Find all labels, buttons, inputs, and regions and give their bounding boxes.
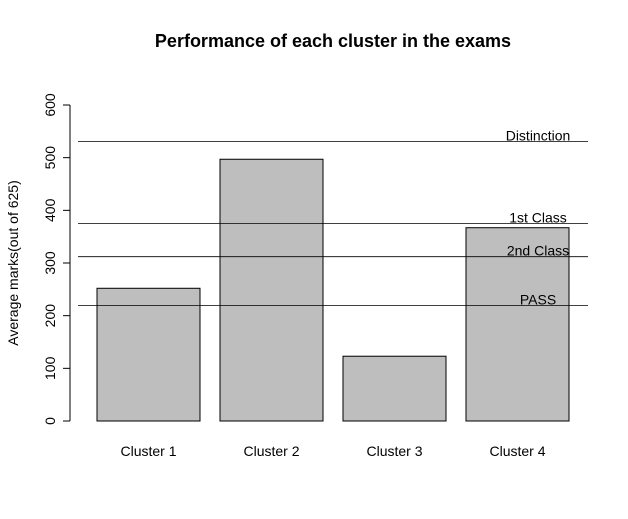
y-tick-label: 100: [42, 356, 58, 380]
reference-line-label: 2nd Class: [507, 243, 569, 259]
reference-line-label: 1st Class: [509, 210, 567, 226]
y-tick-label: 0: [42, 417, 58, 425]
x-tick-label: Cluster 2: [243, 443, 299, 459]
y-tick-label: 400: [42, 198, 58, 222]
reference-line-label: Distinction: [506, 127, 571, 143]
y-tick-label: 500: [42, 146, 58, 170]
y-tick-label: 600: [42, 93, 58, 117]
x-axis-labels: Cluster 1 Cluster 2 Cluster 3 Cluster 4: [120, 443, 545, 459]
y-tick-label: 300: [42, 251, 58, 275]
bar-2: [219, 158, 324, 422]
bars: [96, 158, 570, 422]
y-axis-label: Average marks(out of 625): [5, 180, 21, 346]
x-tick-label: Cluster 3: [366, 443, 422, 459]
x-tick-label: Cluster 4: [489, 443, 545, 459]
y-axis: 0 100 200 300 400 500 600: [42, 93, 71, 425]
bar-4: [465, 227, 570, 422]
bar-3: [342, 355, 447, 422]
chart-title: Performance of each cluster in the exams: [155, 31, 511, 51]
reference-line-label: PASS: [520, 292, 556, 308]
x-tick-label: Cluster 1: [120, 443, 176, 459]
reference-lines: Distinction 1st Class 2nd Class PASS: [78, 127, 588, 308]
y-tick-label: 200: [42, 304, 58, 328]
bar-1: [96, 287, 201, 422]
